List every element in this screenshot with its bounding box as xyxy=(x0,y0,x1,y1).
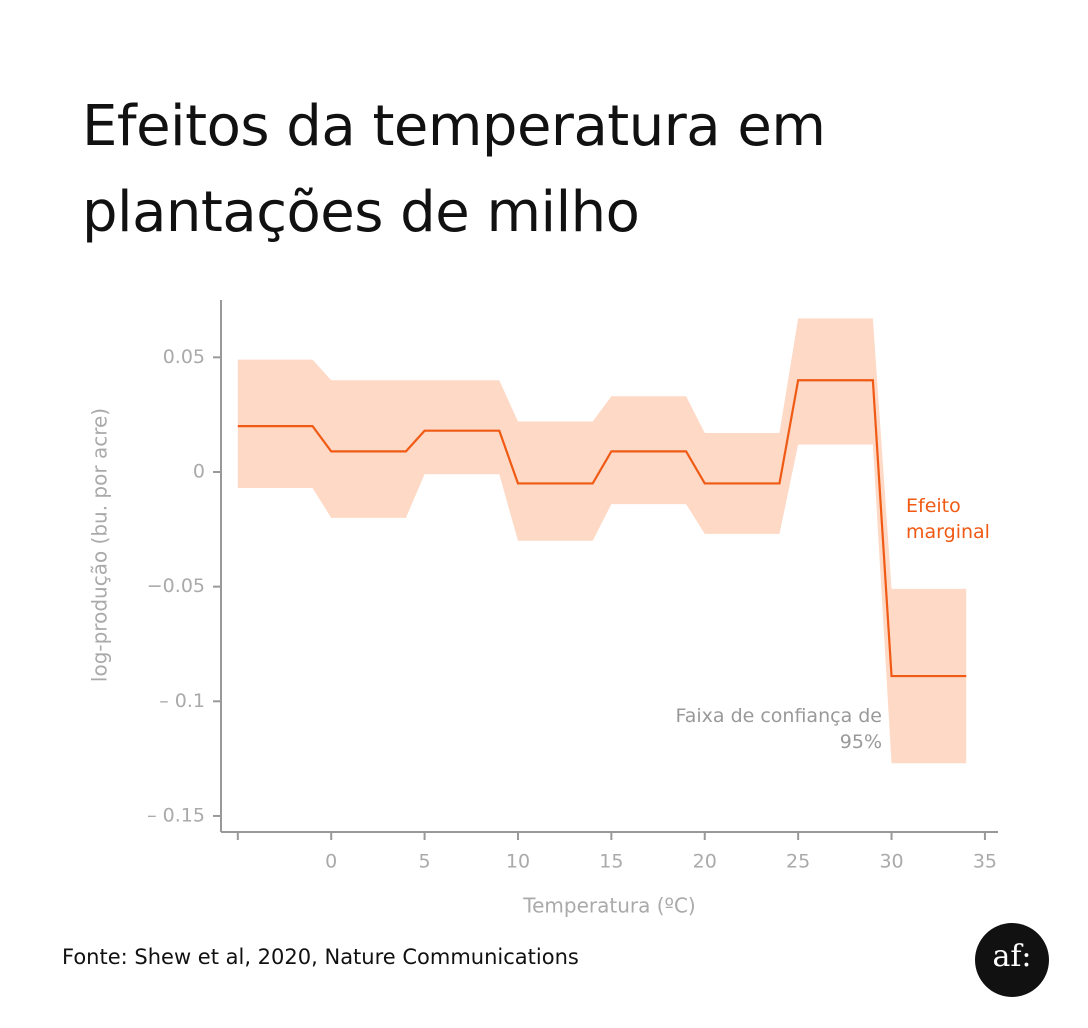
x-tick-label: 10 xyxy=(506,851,530,873)
y-tick-label: −0.05 xyxy=(147,575,205,597)
logo-badge xyxy=(975,923,1049,997)
legend-band: Faixa de confiança de 95% xyxy=(675,705,882,753)
line xyxy=(237,379,967,678)
x-tick-label: 15 xyxy=(599,851,623,873)
y-axis-label: log-produção (bu. por acre) xyxy=(88,408,112,682)
x-tick-label: 25 xyxy=(786,851,810,873)
x-tick-label: 20 xyxy=(693,851,717,873)
source: Fonte: Shew et al, 2020, Nature Communic… xyxy=(62,945,579,969)
chart-title: Efeitos da temperatura em plantações de … xyxy=(82,94,826,245)
confidence-band xyxy=(237,318,967,764)
x-tick-label: 30 xyxy=(879,851,903,873)
x-tick-label: 35 xyxy=(973,851,997,873)
logo: af: xyxy=(992,939,1031,974)
y-tick-label: 0.05 xyxy=(163,346,205,368)
x-axis-label: Temperatura (ºC) xyxy=(522,894,695,918)
x-tick-label: 0 xyxy=(325,851,337,873)
y-tick-label: 0 xyxy=(193,460,205,482)
x-tick-label: 5 xyxy=(419,851,431,873)
y-tick-label: – 0.1 xyxy=(159,690,205,712)
y-tick-label: – 0.15 xyxy=(147,804,205,826)
legend-line: Efeito marginal xyxy=(906,495,990,543)
